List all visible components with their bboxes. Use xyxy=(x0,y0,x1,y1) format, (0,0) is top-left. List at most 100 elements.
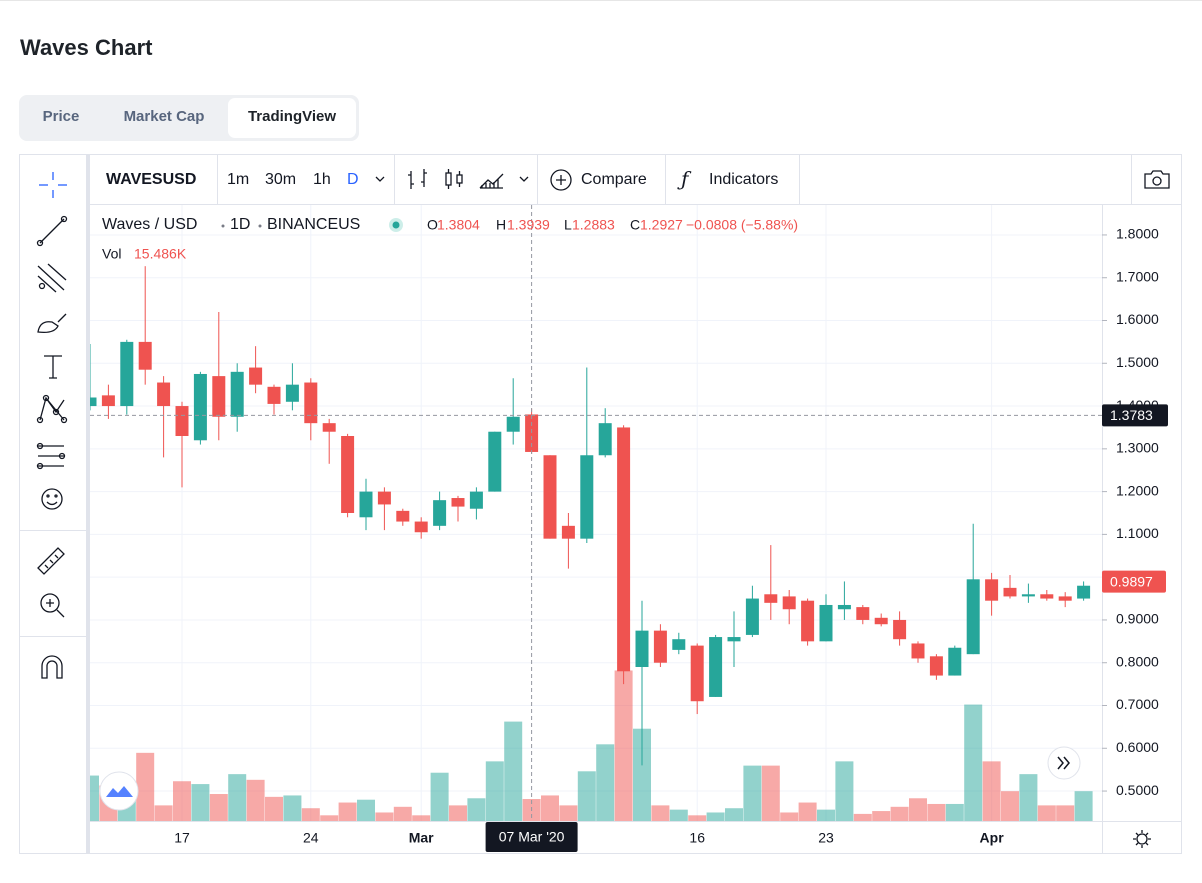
symbol[interactable]: WAVESUSD xyxy=(106,171,196,188)
candle-body xyxy=(267,386,281,404)
y-tick-label: 1.5000 xyxy=(1116,354,1159,370)
volume-bar xyxy=(725,808,743,821)
ruler-tool[interactable] xyxy=(37,547,65,575)
volume-bar xyxy=(301,808,320,821)
compare[interactable]: Compare xyxy=(581,171,647,188)
ohlc-value: 1.3804 xyxy=(437,217,480,233)
candle-body xyxy=(672,639,686,650)
tv-logo[interactable] xyxy=(99,771,139,811)
crosshair-price-label: 1.3783 xyxy=(1110,407,1153,423)
candle-body xyxy=(377,491,391,505)
camera-icon[interactable] xyxy=(1144,170,1170,189)
candle-body xyxy=(525,414,539,452)
volume-bar xyxy=(853,813,872,821)
y-tick-label: 0.5000 xyxy=(1116,782,1159,798)
bars-icon[interactable] xyxy=(408,169,427,189)
indicators[interactable]: Indicators xyxy=(709,171,778,188)
candle-body xyxy=(635,630,649,667)
interval[interactable]: 1m xyxy=(227,171,249,188)
candle-body xyxy=(138,341,152,370)
ohlc-value: 1.3939 xyxy=(507,217,550,233)
y-tick-label: 1.2000 xyxy=(1116,482,1159,498)
scroll-button[interactable] xyxy=(1047,746,1081,780)
left-toolbar xyxy=(36,172,68,679)
fib-tool[interactable] xyxy=(37,263,67,293)
candle-body xyxy=(249,367,263,385)
candles-icon[interactable] xyxy=(445,169,463,189)
candle-body xyxy=(1077,585,1091,599)
text-tool[interactable] xyxy=(44,355,62,379)
candle-body xyxy=(598,423,612,456)
volume-bar xyxy=(614,670,633,821)
x-tick-label: 17 xyxy=(174,830,190,846)
candle-body xyxy=(948,647,962,676)
interval[interactable]: D xyxy=(347,171,359,188)
magnet-tool[interactable] xyxy=(41,655,63,679)
candle-body xyxy=(469,491,483,509)
ohlc-change: −0.0808 (−5.88%) xyxy=(686,217,798,233)
volume-bar xyxy=(559,805,578,821)
volume-bar xyxy=(817,809,835,821)
interval[interactable]: 30m xyxy=(265,171,296,188)
ohlc-key: O xyxy=(427,217,438,233)
y-tick-label: 1.8000 xyxy=(1116,226,1159,242)
pattern-tool[interactable] xyxy=(36,394,68,424)
candle-body xyxy=(322,423,336,432)
dot xyxy=(258,224,262,228)
area-icon[interactable] xyxy=(479,173,504,189)
emoji-tool[interactable] xyxy=(41,488,63,510)
candle-body xyxy=(157,382,171,407)
page-title: Waves Chart xyxy=(20,35,153,60)
candle-body xyxy=(359,491,373,518)
volume-bar xyxy=(485,761,504,821)
tab-active[interactable]: TradingView xyxy=(248,108,336,125)
candle-body xyxy=(90,397,97,407)
candle-body xyxy=(488,431,502,492)
volume-bar xyxy=(191,784,210,821)
interval[interactable]: 1h xyxy=(313,171,331,188)
candle-body xyxy=(653,630,667,663)
tab[interactable]: Market Cap xyxy=(124,108,205,125)
chart-type-dropdown[interactable] xyxy=(519,176,529,182)
ohlc-key: L xyxy=(564,217,572,233)
volume-bar xyxy=(246,779,265,821)
volume-bar xyxy=(669,809,688,821)
toolbar-separator xyxy=(86,155,90,853)
last-price-box xyxy=(1102,570,1166,593)
volume-bar xyxy=(964,704,983,821)
y-tick-label: 1.1000 xyxy=(1116,525,1159,541)
compare-icon[interactable] xyxy=(550,169,572,191)
indicators-icon[interactable]: ƒ xyxy=(677,167,692,191)
volume-bar xyxy=(945,803,964,821)
settings-icon[interactable] xyxy=(1133,830,1151,848)
volume-bar xyxy=(596,744,615,821)
tab[interactable]: Price xyxy=(43,108,80,125)
y-tick-label: 0.7000 xyxy=(1116,696,1159,712)
candle-body xyxy=(433,500,447,526)
volume-bar xyxy=(228,774,247,821)
zoom-tool[interactable] xyxy=(40,593,65,618)
candle-body xyxy=(396,510,410,522)
y-tick-label: 1.7000 xyxy=(1116,268,1159,284)
volume-bar xyxy=(1037,805,1056,821)
volume-bar xyxy=(541,795,559,821)
brush-tool[interactable] xyxy=(37,313,67,334)
volume-bar xyxy=(1074,791,1093,821)
candle-body xyxy=(285,384,299,402)
candle-body xyxy=(1058,596,1072,601)
toolbar-icons xyxy=(375,169,1170,191)
last-price-label: 0.9897 xyxy=(1110,573,1153,589)
candle-body xyxy=(764,594,778,603)
volume-bar xyxy=(743,765,762,821)
interval-dropdown[interactable] xyxy=(375,176,385,182)
candle-body xyxy=(451,498,465,507)
trend-line-tool[interactable] xyxy=(36,215,68,247)
candle-body xyxy=(782,596,796,610)
crosshair-date-label: 07 Mar '20 xyxy=(499,829,565,845)
crosshair-price-box xyxy=(1102,404,1168,427)
prediction-tool[interactable] xyxy=(36,442,66,470)
volume-bar xyxy=(504,721,523,821)
crosshair-tool[interactable] xyxy=(39,172,67,198)
